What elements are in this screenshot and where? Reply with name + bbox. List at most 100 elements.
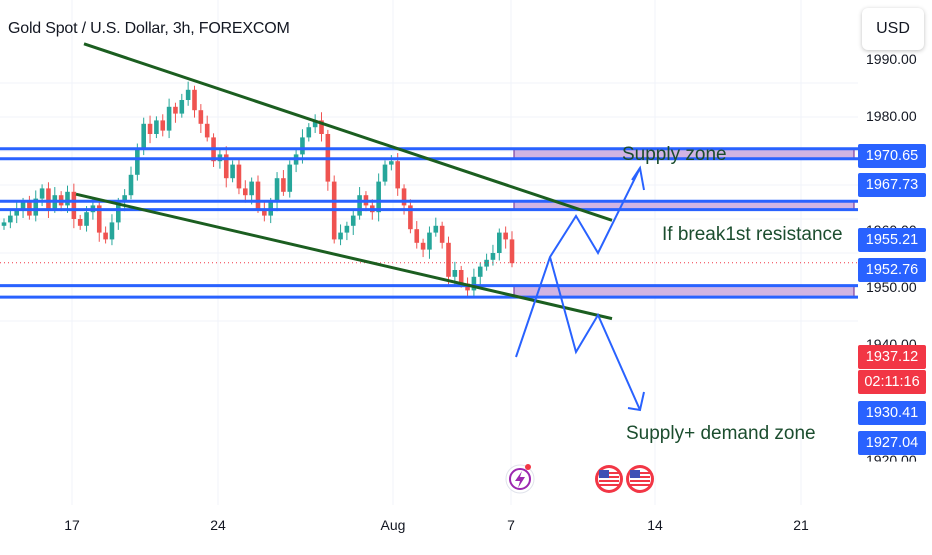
candle-body	[420, 242, 426, 250]
candle-body	[46, 188, 51, 209]
candle-body	[306, 127, 312, 138]
candle-body	[477, 266, 483, 277]
candle-body	[230, 164, 235, 179]
candle-body	[33, 198, 39, 216]
currency-button[interactable]: USD	[862, 8, 924, 50]
y-tick-label: 1950.00	[866, 279, 917, 295]
candle-body	[236, 164, 242, 189]
candle-body	[166, 106, 172, 131]
candle-body	[376, 181, 381, 213]
candle-body	[135, 147, 140, 175]
flag-stripe	[599, 484, 619, 486]
candle-body	[116, 202, 121, 223]
x-tick-label: 21	[793, 517, 809, 533]
x-tick-label: Aug	[380, 517, 406, 533]
candle-body	[223, 154, 229, 179]
candle-body	[312, 120, 318, 128]
candles	[1, 81, 515, 298]
candle-body	[122, 195, 127, 202]
channel-lower	[75, 192, 613, 321]
candle-body	[185, 89, 191, 100]
countdown-tag: 02:11:16	[858, 370, 926, 394]
channel-upper	[83, 42, 613, 222]
current-price-tag: 1937.12	[858, 345, 926, 369]
y-tick-label: 1990.00	[866, 51, 917, 67]
y-tick-label: 1960.00	[866, 222, 917, 228]
candle-body	[497, 232, 502, 253]
candle-body	[96, 205, 102, 233]
projection-down-path	[549, 256, 641, 411]
candle-body	[103, 232, 108, 240]
candle-body	[414, 229, 420, 243]
candle-body	[249, 181, 254, 196]
candle-body	[192, 89, 197, 111]
candle-body	[433, 225, 439, 233]
candle-body	[395, 161, 400, 189]
bolt-shape	[515, 471, 525, 488]
candle-body	[198, 110, 204, 124]
x-tick-label: 24	[210, 517, 226, 533]
level-tag: 1967.73	[858, 173, 926, 197]
overlays	[0, 42, 858, 412]
flag-canton	[599, 470, 609, 478]
candle-body	[408, 205, 413, 230]
us-flag-icon[interactable]	[595, 465, 623, 493]
level-tag: 1952.76	[858, 258, 926, 282]
candle-body	[382, 164, 388, 182]
candle-body	[300, 137, 305, 155]
candle-body	[109, 222, 115, 240]
flag-stripe	[599, 480, 619, 482]
annotation-resistance: If break1st resistance	[662, 224, 843, 245]
candle-body	[77, 219, 83, 226]
candle-body	[39, 188, 45, 199]
level-tag: 1930.41	[858, 401, 926, 425]
candle-body	[14, 208, 19, 216]
chart-title: Gold Spot / U.S. Dollar, 3h, FOREXCOM	[8, 20, 290, 37]
candle-body	[338, 232, 343, 240]
candle-body	[452, 270, 458, 277]
x-tick-label: 17	[64, 517, 80, 533]
annotation-supply-zone: Supply zone	[622, 144, 727, 165]
level-tag: 1955.21	[858, 228, 926, 252]
candle-body	[128, 174, 134, 196]
candle-body	[173, 106, 178, 114]
level-tag: 1927.04	[858, 431, 926, 455]
projection-up-path	[515, 167, 641, 358]
candle-body	[274, 178, 280, 202]
zone-box	[513, 285, 855, 298]
candle-body	[204, 123, 210, 138]
candle-body	[154, 120, 159, 134]
flag-stripe	[630, 480, 650, 482]
candle-body	[84, 212, 89, 226]
level-tag: 1970.65	[858, 144, 926, 168]
candle-body	[71, 191, 77, 219]
candle-body	[160, 120, 166, 131]
candle-body	[401, 188, 407, 206]
candle-body	[389, 161, 394, 165]
arrow-head	[627, 391, 645, 412]
flag-stripe	[630, 484, 650, 486]
candle-body	[65, 191, 70, 206]
candle-body	[484, 259, 489, 267]
notify-dot	[525, 464, 531, 470]
candle-body	[243, 188, 248, 196]
candle-body	[141, 123, 146, 148]
candle-body	[439, 225, 445, 243]
candle-body	[281, 178, 286, 192]
candle-body	[509, 239, 515, 264]
candle-body	[350, 215, 356, 226]
candle-body	[458, 270, 464, 284]
candle-body	[287, 164, 293, 192]
candle-body	[319, 120, 324, 134]
event-icons[interactable]	[505, 464, 654, 494]
x-tick-label: 14	[647, 517, 663, 533]
candle-body	[427, 232, 432, 250]
lightning-event-icon[interactable]	[505, 464, 535, 494]
candle-body	[471, 276, 477, 291]
us-flag-icon[interactable]	[626, 465, 654, 493]
icon-ring	[509, 468, 531, 490]
candle-body	[357, 195, 362, 216]
annotation-demand-zone: Supply+ demand zone	[626, 423, 816, 444]
